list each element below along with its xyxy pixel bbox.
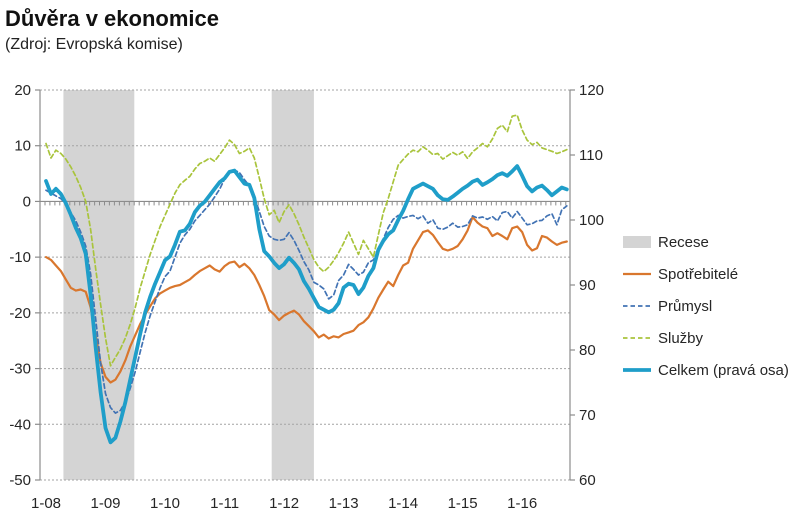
x-tick-label: 1-12 [269,495,299,512]
x-tick-label: 1-13 [329,495,359,512]
chart-subtitle: (Zdroj: Evropská komise) [5,36,183,53]
y-right-tick-label: 60 [579,472,596,489]
legend-swatch-line [623,305,651,307]
legend-item-4: Celkem (pravá osa) [622,354,800,386]
legend-item-0: Recese [622,226,800,258]
y-left-tick-label: 10 [14,138,31,155]
legend-label: Celkem (pravá osa) [658,361,789,379]
x-tick-label: 1-15 [448,495,478,512]
legend: Recese Spotřebitelé Průmysl Služby Celkem (p… [622,226,800,386]
y-left-tick-label: -30 [9,361,31,378]
x-tick-label: 1-14 [388,495,418,512]
series-spotrebitele [44,215,568,384]
series-sluzby [45,114,568,367]
y-left-tick-label: 20 [14,82,31,99]
y-right-tick-label: 90 [579,277,596,294]
y-right-tick-label: 70 [579,407,596,424]
y-right-tick-label: 100 [579,212,604,229]
series-celkem-prava-osa [44,164,569,445]
legend-swatch-line [623,368,651,372]
legend-swatch-box [623,236,651,248]
chart-title: Důvěra v ekonomice [5,6,219,31]
recession-band [63,90,135,480]
y-left-tick-label: -50 [9,472,31,489]
y-right-tick-label: 110 [579,147,603,164]
x-tick-label: 1-10 [150,495,180,512]
y-left-tick-label: -40 [9,416,31,433]
x-tick-label: 1-09 [90,495,120,512]
series-prumysl [45,169,568,414]
legend-label: Služby [658,329,704,347]
legend-item-1: Spotřebitelé [622,258,800,290]
legend-swatch-line [623,337,651,339]
y-left-tick-label: -10 [9,249,31,266]
x-tick-label: 1-16 [507,495,537,512]
legend-label: Spotřebitelé [658,265,739,283]
legend-label: Recese [658,233,709,251]
x-tick-label: 1-11 [210,495,239,512]
legend-item-2: Průmysl [622,290,800,322]
legend-swatch-line [623,272,651,276]
legend-label: Průmysl [658,297,713,315]
y-right-tick-label: 120 [579,82,604,99]
legend-item-3: Služby [622,322,800,354]
y-left-tick-label: -20 [9,305,31,322]
y-left-tick-label: 0 [23,193,31,210]
x-tick-label: 1-08 [31,495,61,512]
y-right-tick-label: 80 [579,342,596,359]
